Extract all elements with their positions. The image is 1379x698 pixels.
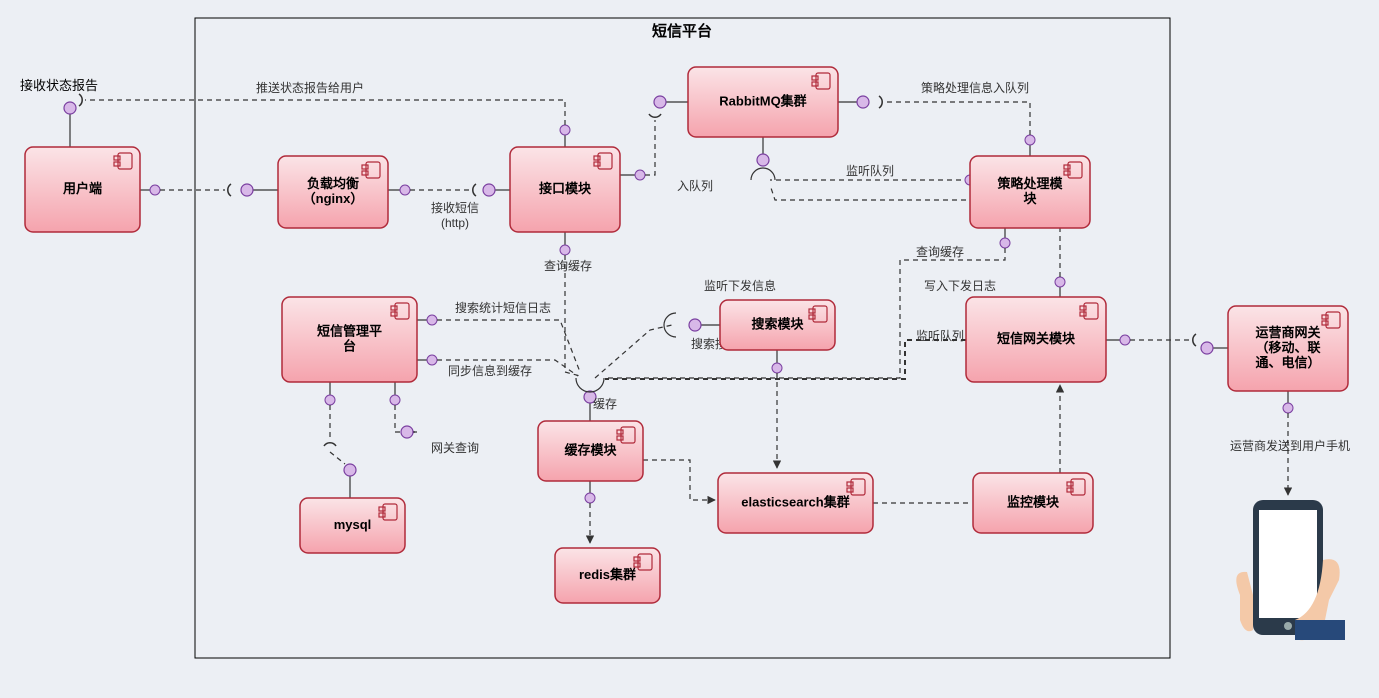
node-user: 用户端	[25, 147, 140, 232]
lbl-listen-send: 监听下发信息	[704, 278, 776, 293]
node-api-label: 接口模块	[539, 181, 592, 196]
node-redis: redis集群	[555, 548, 660, 603]
node-cache: 缓存模块	[538, 421, 643, 481]
node-cache-label: 缓存模块	[564, 442, 617, 457]
node-carrier-label: 运营商网关	[1255, 325, 1320, 340]
edges: 接收短信 (http) 推送状态报告给用户 接收状态报告 入队列 监听队列	[20, 78, 1350, 543]
lbl-listen-queue2: 监听队列	[916, 328, 964, 343]
architecture-diagram: 短信平台 接收短信 (http) 推送状态报告给用户 接收状态报告 入队列	[0, 0, 1379, 698]
node-mgr-label: 台	[343, 338, 356, 353]
node-rabbit-label: RabbitMQ集群	[719, 93, 806, 108]
node-gateway: 短信网关模块	[966, 297, 1106, 382]
node-gateway-label: 短信网关模块	[997, 331, 1076, 346]
lbl-query-cache: 查询缓存	[544, 259, 592, 273]
lbl-push-status: 推送状态报告给用户	[256, 80, 364, 95]
node-strategy-label: 策略处理模	[997, 176, 1063, 191]
lbl-recv-sms1: 接收短信	[431, 200, 479, 215]
node-search: 搜索模块	[720, 300, 835, 350]
node-mysql-label: mysql	[334, 517, 372, 532]
node-mysql: mysql	[300, 498, 405, 553]
node-strategy: 策略处理模块	[970, 156, 1090, 228]
container-title: 短信平台	[652, 22, 712, 40]
lbl-query-cache2: 查询缓存	[916, 245, 964, 259]
node-strategy-label: 块	[1023, 191, 1037, 206]
node-api: 接口模块	[510, 147, 620, 232]
node-carrier-label: 通、电信）	[1255, 355, 1320, 370]
node-es: elasticsearch集群	[718, 473, 873, 533]
node-monitor-label: 监控模块	[1007, 494, 1060, 509]
lbl-gw-query: 网关查询	[431, 441, 479, 455]
node-nginx-label: 负载均衡	[307, 176, 359, 191]
node-search-label: 搜索模块	[751, 316, 804, 331]
lbl-enqueue: 入队列	[677, 178, 713, 193]
node-rabbit: RabbitMQ集群	[688, 67, 838, 137]
node-mgr: 短信管理平台	[282, 297, 417, 382]
node-carrier-label: （移动、联	[1255, 340, 1320, 355]
lbl-sync-cache: 同步信息到缓存	[448, 363, 532, 378]
node-es-label: elasticsearch集群	[741, 494, 849, 509]
lbl-recv-status: 接收状态报告	[20, 78, 98, 93]
lbl-listen-queue: 监听队列	[846, 163, 894, 178]
lbl-cache: 缓存	[593, 397, 617, 411]
phone-illustration	[1236, 500, 1345, 640]
node-mgr-label: 短信管理平	[317, 323, 382, 338]
node-monitor: 监控模块	[973, 473, 1093, 533]
lbl-recv-sms2: (http)	[441, 216, 469, 230]
node-user-label: 用户端	[62, 181, 102, 196]
node-carrier: 运营商网关（移动、联通、电信）	[1228, 306, 1348, 391]
lbl-carrier-send: 运营商发送到用户手机	[1230, 438, 1350, 453]
lbl-strategy-enqueue: 策略处理信息入队列	[921, 80, 1029, 95]
node-redis-label: redis集群	[579, 567, 636, 582]
nodes: 用户端 负载均衡（nginx） 接口模块 RabbitMQ集群策略处理模块短信管理平台…	[25, 67, 1348, 603]
node-nginx-label: （nginx）	[303, 191, 364, 206]
node-nginx: 负载均衡（nginx）	[278, 156, 388, 228]
lbl-search-log: 搜索统计短信日志	[455, 300, 551, 315]
lbl-write-log: 写入下发日志	[924, 278, 996, 293]
